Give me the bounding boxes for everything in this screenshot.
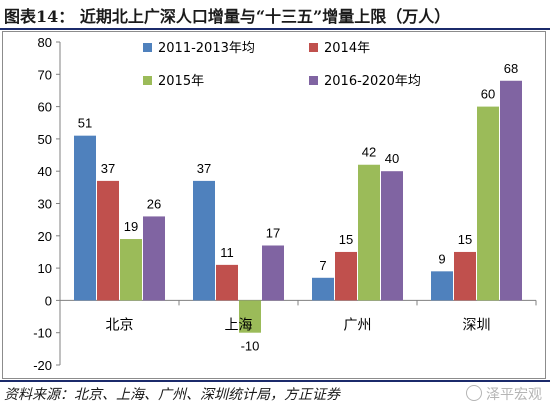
title-bar: 图表14： 近期北上广深人口增量与“十三五”增量上限（万人） [0,0,550,26]
bar [500,80,522,301]
wechat-icon [466,385,482,401]
data-label: 15 [458,232,472,247]
y-tick-label: 80 [38,35,52,50]
legend-label: 2015年 [158,74,204,89]
data-label: 40 [385,151,399,166]
data-label: 9 [438,251,445,266]
legend-swatch [143,43,152,52]
y-tick-label: -20 [33,358,52,373]
legend-label: 2011-2013年均 [158,41,255,56]
y-tick-label: 40 [38,164,52,179]
chart-frame: -20 -10 0 10 20 30 40 50 60 70 80 51 37 19 26 北京 37 11 -10… [2,31,546,379]
legend-label: 2014年 [324,41,370,56]
legend-label: 2016-2020年均 [324,74,421,89]
source-note: 资料来源：北京、上海、广州、深圳统计局，方正证券 [4,387,340,403]
y-tick-label: 50 [38,132,52,147]
bar [454,251,476,301]
data-label: 7 [319,258,326,273]
bottom-rule [0,380,550,382]
bar [97,180,119,301]
watermark-text: 泽平宏观 [486,387,542,403]
legend-swatch [143,76,152,85]
bar [358,164,380,301]
data-label: 17 [266,225,280,240]
data-label: -10 [241,339,260,354]
data-label: 26 [147,196,161,211]
data-label: 11 [220,245,234,260]
category-label: 北京 [106,317,134,333]
bar [381,171,403,301]
y-tick-label: 0 [45,293,52,308]
bar [239,300,261,333]
bar [74,135,96,301]
bar [262,245,284,301]
bar-chart: -20 -10 0 10 20 30 40 50 60 70 80 51 37 19 26 北京 37 11 -10… [33,35,537,373]
y-tick-label: 70 [38,67,52,82]
y-tick-label: 30 [38,197,52,212]
category-label: 深圳 [463,317,491,333]
legend-swatch [309,43,318,52]
bar [335,251,357,301]
data-label: 15 [339,232,353,247]
data-label: 60 [481,87,495,102]
bar [431,271,453,301]
category-label: 广州 [344,317,372,333]
y-tick-label: -10 [33,326,52,341]
data-label: 37 [101,161,115,176]
figure-title: 图表14： 近期北上广深人口增量与“十三五”增量上限（万人） [4,7,451,26]
y-tick-label: 10 [38,261,52,276]
bar [143,216,165,301]
category-label: 上海 [225,317,253,333]
data-label: 19 [124,219,138,234]
legend-swatch [309,76,318,85]
data-label: 37 [197,161,211,176]
watermark: 泽平宏观 [466,384,542,404]
bar [193,180,215,301]
y-tick-label: 20 [38,229,52,244]
bar [216,264,238,301]
bar [120,239,142,301]
y-tick-label: 60 [38,100,52,115]
data-label: 42 [362,145,376,160]
bar [477,106,499,301]
bar [312,277,334,301]
data-label: 68 [504,61,518,76]
top-rule [0,28,550,30]
data-label: 51 [78,116,92,131]
